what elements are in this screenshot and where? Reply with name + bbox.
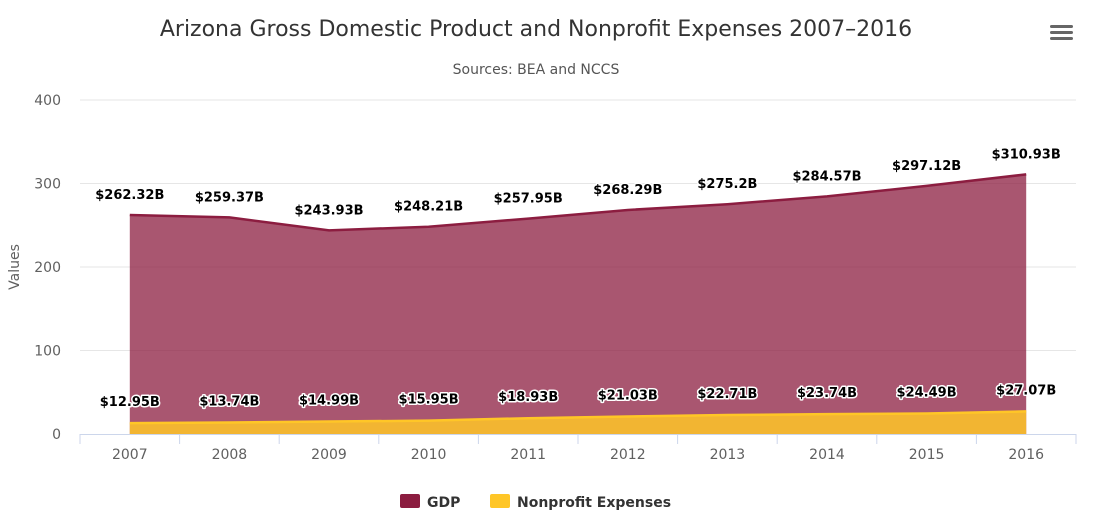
data-label: $284.57B	[792, 169, 861, 184]
data-label: $24.49B	[897, 386, 957, 401]
y-tick-label: 200	[34, 260, 61, 276]
y-axis-label: Values	[7, 244, 23, 290]
data-label: $14.99B	[299, 393, 359, 408]
legend-item-gdp[interactable]: GDP	[400, 494, 460, 511]
data-label: $248.21B	[394, 200, 463, 215]
legend-item-nonprofit[interactable]: Nonprofit Expenses	[490, 494, 671, 511]
y-tick-label: 0	[52, 427, 61, 443]
x-tick-label: 2008	[212, 447, 248, 463]
data-label: $268.29B	[593, 183, 662, 198]
data-label: $275.2B	[697, 177, 757, 192]
legend-swatch	[490, 494, 510, 508]
data-label: $18.93B	[498, 390, 558, 405]
area-nonprofit	[129, 411, 1027, 434]
x-tick-label: 2013	[710, 447, 746, 463]
data-label: $259.37B	[195, 190, 264, 205]
x-tick-label: 2012	[610, 447, 646, 463]
data-label: $262.32B	[95, 188, 164, 203]
line-gdp	[129, 173, 1027, 232]
line-nonprofit	[129, 410, 1027, 425]
chart-title: Arizona Gross Domestic Product and Nonpr…	[160, 17, 912, 42]
data-label: $23.74B	[797, 386, 857, 401]
legend-swatch	[400, 494, 420, 508]
data-label: $13.74B	[199, 395, 259, 410]
y-tick-label: 300	[34, 177, 61, 193]
x-tick-label: 2011	[510, 447, 546, 463]
x-tick-label: 2007	[112, 447, 148, 463]
legend-label: GDP	[427, 495, 460, 511]
data-label: $257.95B	[494, 192, 563, 207]
x-tick-label: 2009	[311, 447, 347, 463]
y-tick-label: 100	[34, 344, 61, 360]
data-label: $21.03B	[598, 388, 658, 403]
legend-label: Nonprofit Expenses	[517, 495, 671, 511]
data-label: $22.71B	[697, 387, 757, 402]
data-label: $27.07B	[996, 383, 1056, 398]
data-label: $15.95B	[399, 393, 459, 408]
area-gdp	[129, 174, 1027, 434]
x-tick-label: 2014	[809, 447, 845, 463]
menu-icon[interactable]	[1045, 18, 1079, 46]
y-tick-label: 400	[34, 93, 61, 109]
x-tick-label: 2015	[909, 447, 945, 463]
data-label: $297.12B	[892, 159, 961, 174]
chart-subtitle: Sources: BEA and NCCS	[453, 62, 620, 78]
x-tick-label: 2010	[411, 447, 447, 463]
data-label: $12.95B	[100, 395, 160, 410]
data-label: $310.93B	[992, 147, 1061, 162]
data-label: $243.93B	[294, 203, 363, 218]
x-tick-label: 2016	[1008, 447, 1044, 463]
